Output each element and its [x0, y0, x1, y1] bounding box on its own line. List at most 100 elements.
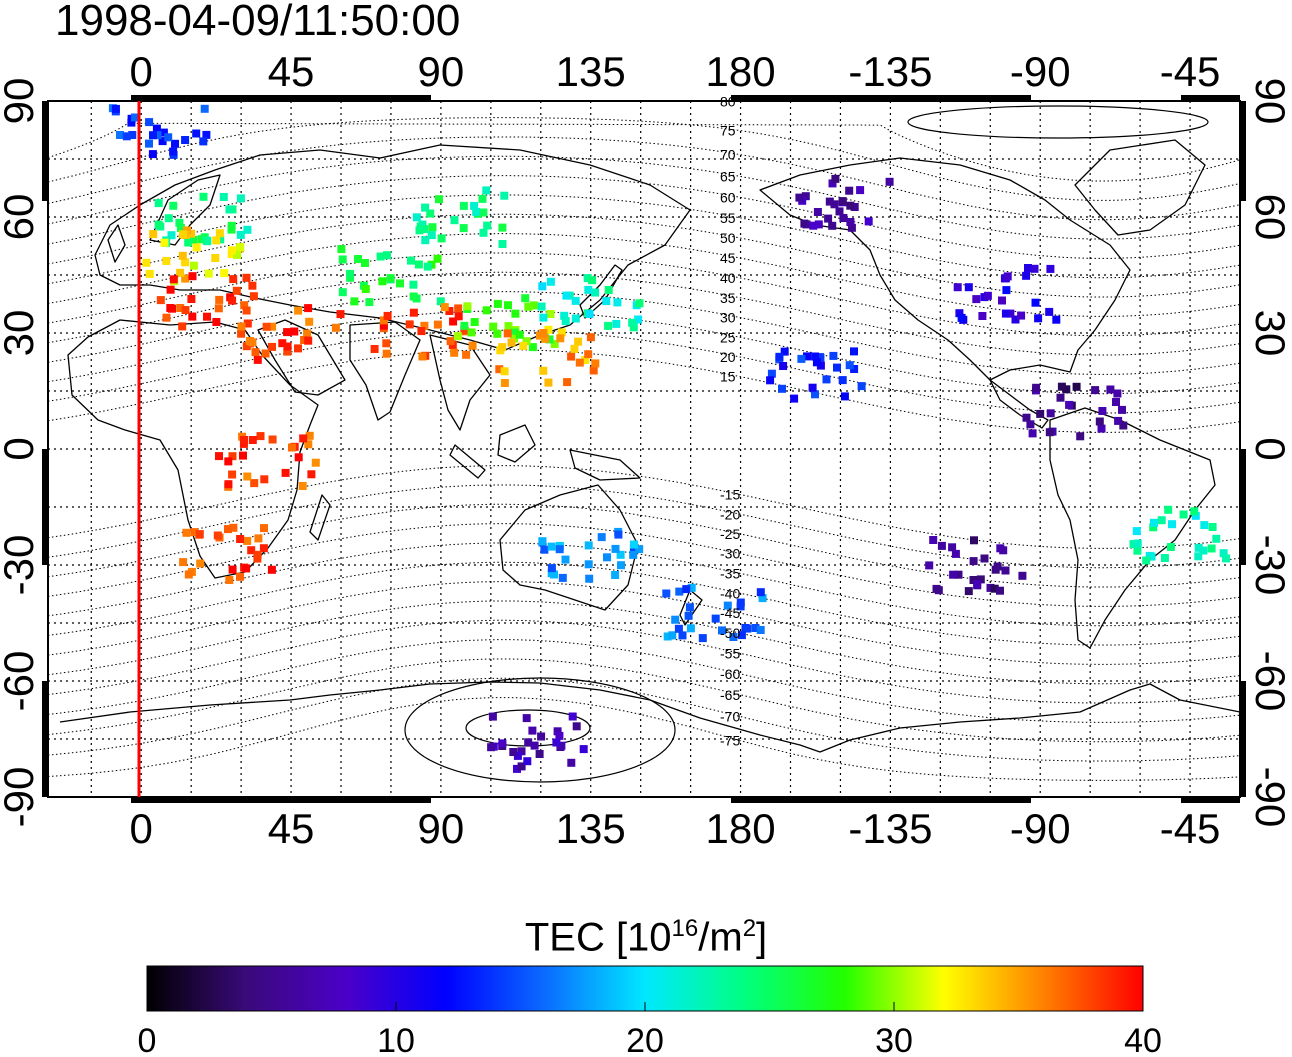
tec-cell	[574, 337, 583, 346]
tec-cell	[929, 536, 938, 544]
tec-cell	[215, 229, 224, 238]
tec-cell	[248, 338, 257, 347]
tec-cell	[547, 564, 556, 573]
mlat-contour	[48, 697, 1240, 781]
tec-cell	[540, 545, 549, 554]
tec-cell	[511, 309, 520, 318]
tec-cell	[307, 470, 316, 479]
tec-cell	[189, 235, 198, 244]
tec-cell	[857, 382, 866, 391]
tec-cell	[586, 333, 595, 342]
tec-cell	[240, 301, 249, 310]
tec-cell	[546, 310, 555, 318]
tec-cell	[164, 133, 173, 142]
tec-cell	[183, 226, 191, 235]
tec-cell	[407, 256, 415, 265]
tec-cell	[459, 224, 468, 233]
tec-cell	[970, 536, 978, 545]
tec-cell	[176, 268, 185, 277]
tec-cell	[1031, 298, 1040, 307]
tec-cell	[797, 354, 806, 363]
tec-cell	[242, 273, 251, 282]
tec-cell	[176, 224, 185, 232]
tec-cell	[1207, 544, 1216, 553]
tec-cell	[613, 298, 622, 307]
tec-cell	[698, 634, 707, 643]
tec-cell	[856, 186, 865, 195]
tec-cell	[189, 261, 198, 270]
tec-cell	[558, 573, 567, 582]
tec-cell	[509, 748, 518, 756]
tec-cell	[181, 274, 190, 283]
tec-cell	[305, 317, 314, 326]
lat-tick-right: -90	[1247, 767, 1292, 828]
tec-cell	[428, 223, 437, 232]
tec-cell	[259, 544, 268, 553]
tec-cell	[1003, 272, 1012, 281]
coastline-arabia	[257, 319, 346, 396]
tec-cell	[145, 118, 154, 127]
tec-cell	[188, 312, 197, 321]
tec-cell	[1072, 382, 1081, 391]
tec-cell	[487, 743, 496, 752]
tec-cell	[567, 352, 576, 361]
colorbar-title-unit-exponent: 2	[742, 915, 757, 942]
tec-cell	[158, 137, 167, 146]
coastline-madagascar	[309, 494, 331, 541]
coastline-british-isles	[107, 224, 126, 263]
tec-cell	[635, 299, 644, 308]
tec-cell	[1168, 520, 1176, 529]
tec-cell	[159, 128, 168, 137]
tec-cell	[1011, 315, 1020, 324]
mlat-label: -70	[720, 709, 740, 725]
tec-cell	[470, 201, 479, 210]
tec-cell	[1026, 420, 1035, 429]
tec-cell	[629, 550, 638, 559]
tec-cell	[256, 432, 265, 441]
tec-cell	[980, 554, 989, 563]
tec-cell	[572, 722, 581, 731]
tec-cell	[450, 348, 459, 357]
tec-cell	[555, 731, 564, 740]
tec-cell	[778, 384, 786, 393]
tec-cell	[212, 318, 221, 326]
tec-cell	[585, 310, 594, 318]
tec-cell	[829, 351, 838, 360]
tec-cell	[561, 555, 570, 564]
tec-cell	[617, 561, 625, 570]
tec-cell	[517, 747, 526, 756]
tec-cell	[802, 220, 811, 229]
tec-cell	[530, 741, 539, 750]
magnetic-latitude-labels: 80 75 70 65 60 55 50 45 40 35 30 25 20 15 -15 -20 -25 -30…	[720, 93, 740, 748]
tec-cell	[305, 431, 314, 440]
tec-cell	[517, 762, 526, 771]
tec-cell	[993, 562, 1002, 571]
tec-cell	[242, 564, 251, 573]
mlat-label: 40	[720, 270, 736, 286]
tec-cell	[178, 230, 187, 239]
tec-cell	[539, 313, 548, 322]
tec-cell	[500, 191, 509, 200]
lat-tick-right: 0	[1247, 437, 1292, 460]
tec-cell	[976, 575, 985, 584]
colorbar-tick-label: 30	[875, 1022, 913, 1057]
tec-cell	[801, 192, 810, 201]
tec-cell	[204, 269, 213, 278]
tec-cell	[236, 230, 245, 239]
tec-cell	[130, 113, 139, 122]
tec-cell	[1097, 424, 1106, 433]
tec-cell	[934, 586, 943, 595]
tec-cell	[503, 329, 512, 338]
tec-cell	[557, 328, 566, 337]
tec-cell	[304, 336, 313, 345]
tec-cell	[775, 352, 784, 361]
tec-cell	[236, 572, 244, 581]
tec-cell	[181, 258, 190, 267]
tec-cell	[179, 558, 188, 567]
lon-ticks-top: 0 45 90 135 180 -135 -90 -45	[130, 48, 1221, 95]
tec-cell	[630, 540, 638, 549]
tec-cell	[584, 560, 593, 569]
tec-cell	[192, 243, 201, 252]
magnetic-latitude-contours	[48, 117, 1240, 781]
tec-cell	[553, 727, 562, 736]
